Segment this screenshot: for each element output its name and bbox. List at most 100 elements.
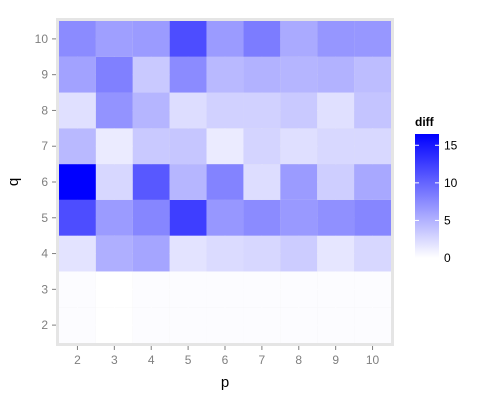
- heatmap-cell: [317, 235, 355, 272]
- heatmap-cell: [280, 164, 318, 200]
- heatmap-cell: [206, 307, 244, 343]
- heatmap-cell: [354, 164, 391, 200]
- x-tick-label: 2: [74, 353, 81, 367]
- heatmap-cell: [132, 307, 170, 343]
- heatmap-cell: [169, 92, 207, 129]
- heatmap-cell: [317, 307, 355, 343]
- heatmap-cell: [59, 271, 96, 308]
- x-tick-label: 8: [295, 353, 302, 367]
- y-tick-label: 10: [35, 32, 49, 46]
- heatmap-cell: [169, 164, 207, 200]
- heatmap-cell: [354, 21, 391, 57]
- legend-ticks: 0 5 10 15: [415, 138, 458, 265]
- heatmap-cell: [95, 199, 133, 236]
- heatmap-cell: [354, 307, 391, 343]
- heatmap-cell: [59, 164, 96, 200]
- heatmap-cell: [95, 235, 133, 272]
- heatmap-cells: [59, 21, 391, 343]
- heatmap-cell: [59, 199, 96, 236]
- legend-colorbar: [415, 134, 439, 258]
- heatmap-cell: [132, 199, 170, 236]
- heatmap-cell: [132, 56, 170, 93]
- heatmap-cell: [280, 199, 318, 236]
- heatmap-cell: [354, 271, 391, 308]
- x-tick-label: 5: [185, 353, 192, 367]
- heatmap-cell: [95, 128, 133, 165]
- heatmap-cell: [59, 21, 96, 57]
- x-tick-label: 10: [366, 353, 380, 367]
- heatmap-cell: [243, 199, 281, 236]
- heatmap-cell: [169, 235, 207, 272]
- heatmap-cell: [243, 164, 281, 200]
- heatmap-cell: [243, 21, 281, 57]
- y-tick-label: 4: [41, 247, 48, 261]
- heatmap-cell: [280, 92, 318, 129]
- legend-title: diff: [415, 115, 435, 129]
- heatmap-cell: [280, 21, 318, 57]
- x-tick-label: 9: [332, 353, 339, 367]
- heatmap-cell: [59, 235, 96, 272]
- heatmap-cell: [354, 56, 391, 93]
- heatmap-cell: [317, 92, 355, 129]
- heatmap-cell: [354, 199, 391, 236]
- heatmap-cell: [317, 56, 355, 93]
- heatmap-cell: [132, 128, 170, 165]
- heatmap-cell: [317, 199, 355, 236]
- heatmap-cell: [243, 271, 281, 308]
- heatmap-cell: [243, 92, 281, 129]
- heatmap-cell: [95, 56, 133, 93]
- heatmap-cell: [243, 307, 281, 343]
- x-tick-label: 4: [148, 353, 155, 367]
- heatmap-cell: [95, 307, 133, 343]
- heatmap-cell: [59, 56, 96, 93]
- heatmap-cell: [59, 92, 96, 129]
- heatmap-cell: [280, 56, 318, 93]
- legend-tick-label: 10: [444, 176, 458, 190]
- heatmap-cell: [280, 235, 318, 272]
- heatmap-cell: [169, 199, 207, 236]
- heatmap-cell: [95, 271, 133, 308]
- legend-tick-label: 5: [444, 213, 451, 227]
- heatmap-cell: [206, 235, 244, 272]
- heatmap-cell: [132, 21, 170, 57]
- y-tick-label: 6: [41, 175, 48, 189]
- heatmap-cell: [95, 164, 133, 200]
- heatmap-cell: [132, 235, 170, 272]
- x-axis-title: p: [221, 374, 229, 391]
- legend-tick-label: 15: [444, 138, 458, 152]
- heatmap-cell: [354, 128, 391, 165]
- heatmap-cell: [280, 271, 318, 308]
- heatmap-cell: [206, 21, 244, 57]
- y-tick-label: 2: [41, 318, 48, 332]
- heatmap-cell: [317, 128, 355, 165]
- heatmap-cell: [243, 56, 281, 93]
- heatmap-cell: [95, 92, 133, 129]
- heatmap-cell: [169, 307, 207, 343]
- heatmap-cell: [169, 271, 207, 308]
- heatmap-cell: [59, 307, 96, 343]
- x-tick-label: 3: [111, 353, 118, 367]
- heatmap-cell: [317, 271, 355, 308]
- y-axis-ticks: 2 3 4 5 6 7 8 9 10: [35, 32, 56, 332]
- heatmap-cell: [132, 271, 170, 308]
- heatmap-cell: [95, 21, 133, 57]
- heatmap-cell: [132, 164, 170, 200]
- y-tick-label: 9: [41, 68, 48, 82]
- heatmap-cell: [354, 235, 391, 272]
- heatmap-cell: [243, 128, 281, 165]
- heatmap-cell: [317, 21, 355, 57]
- y-tick-label: 5: [41, 211, 48, 225]
- heatmap-cell: [206, 56, 244, 93]
- heatmap-cell: [132, 92, 170, 129]
- y-tick-label: 3: [41, 282, 48, 296]
- heatmap-cell: [243, 235, 281, 272]
- x-tick-label: 7: [259, 353, 266, 367]
- x-tick-label: 6: [222, 353, 229, 367]
- heatmap-cell: [206, 271, 244, 308]
- heatmap-cell: [169, 128, 207, 165]
- color-legend: diff 0 5 10 15: [415, 115, 458, 265]
- heatmap-cell: [169, 56, 207, 93]
- y-tick-label: 8: [41, 103, 48, 117]
- heatmap-cell: [169, 21, 207, 57]
